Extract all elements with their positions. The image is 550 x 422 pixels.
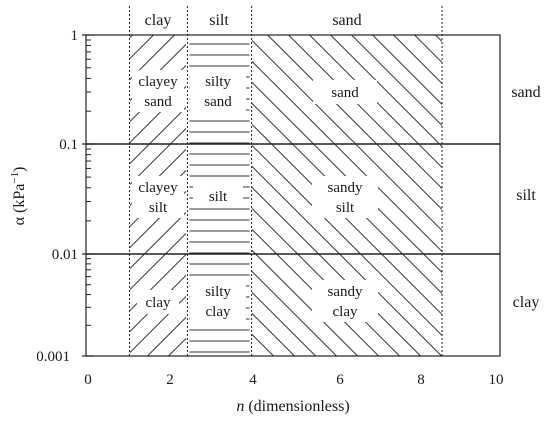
y-tick-labels: 1 0.1 0.01 0.001	[36, 28, 78, 365]
y-axis-title-exponent: −1	[9, 172, 21, 184]
region-sandy-silt-line1: sandy	[328, 180, 363, 196]
right-class-labels: sand silt clay	[511, 84, 540, 311]
region-labels: clayey sand silty sand sand clayey silt …	[138, 74, 363, 320]
region-clayey-sand-line1: clayey	[138, 74, 178, 90]
x-tick-label-2: 2	[166, 372, 174, 388]
top-label-clay: clay	[145, 12, 172, 29]
x-tick-labels: 0 2 4 6 8 10	[84, 372, 503, 388]
y-axis-ticks	[82, 34, 94, 357]
hatch-line	[351, 35, 442, 127]
hatch-line	[330, 35, 442, 148]
y-tick-label-0.1: 0.1	[59, 137, 78, 153]
region-sandy-clay-line2: clay	[333, 304, 358, 320]
region-silt: silt	[209, 189, 228, 205]
y-axis-title-close: )	[11, 167, 28, 172]
hatch-line	[252, 165, 442, 356]
hatch-line	[231, 35, 550, 356]
region-sandy-clay-line1: sandy	[328, 284, 363, 300]
hatch-line	[372, 35, 442, 106]
x-tick-label-6: 6	[336, 372, 344, 388]
right-label-silt: silt	[516, 187, 536, 204]
region-clayey-sand-line2: sand	[144, 94, 172, 110]
region-sandy-silt-line2: silt	[336, 200, 355, 216]
y-axis-title: α (kPa−1)	[9, 167, 28, 226]
backward-diagonal-hatch	[252, 35, 442, 356]
region-silty-sand-line2: sand	[204, 94, 232, 110]
forward-diagonal-hatch	[130, 35, 550, 356]
hatch-line	[252, 39, 442, 232]
y-tick-label-0.01: 0.01	[52, 247, 78, 263]
hatch-line	[252, 291, 316, 356]
region-clay: clay	[146, 295, 171, 311]
y-tick-label-0.001: 0.001	[36, 349, 70, 365]
x-axis-title-variable: n	[236, 398, 244, 415]
right-label-sand: sand	[511, 84, 540, 101]
region-sand: sand	[331, 85, 359, 101]
hatch-line	[252, 249, 358, 356]
region-silty-clay-line1: silty	[205, 284, 231, 300]
region-silty-clay-line2: clay	[206, 304, 231, 320]
hatch-line	[252, 144, 442, 337]
x-axis-title-unit: (dimensionless)	[244, 398, 349, 415]
region-silty-sand-line1: silty	[205, 74, 231, 90]
y-tick-label-1: 1	[71, 28, 79, 44]
hatch-line	[252, 60, 442, 253]
hatch-line	[130, 295, 186, 354]
y-axis-title-main: α (kPa	[11, 184, 28, 226]
x-tick-label-0: 0	[84, 372, 92, 388]
region-clayey-silt-line1: clayey	[138, 180, 178, 196]
hatch-line	[252, 270, 337, 356]
x-tick-label-4: 4	[249, 372, 257, 388]
x-axis-title: n (dimensionless)	[236, 398, 349, 415]
right-label-clay: clay	[513, 294, 540, 311]
region-clayey-silt-line2: silt	[149, 200, 168, 216]
top-label-sand: sand	[332, 12, 361, 29]
x-tick-label-8: 8	[417, 372, 425, 388]
top-label-silt: silt	[209, 12, 229, 29]
x-tick-label-10: 10	[489, 372, 504, 388]
label-backgrounds	[132, 70, 378, 322]
plot-frame	[85, 34, 501, 357]
top-class-labels: clay silt sand	[134, 8, 384, 32]
